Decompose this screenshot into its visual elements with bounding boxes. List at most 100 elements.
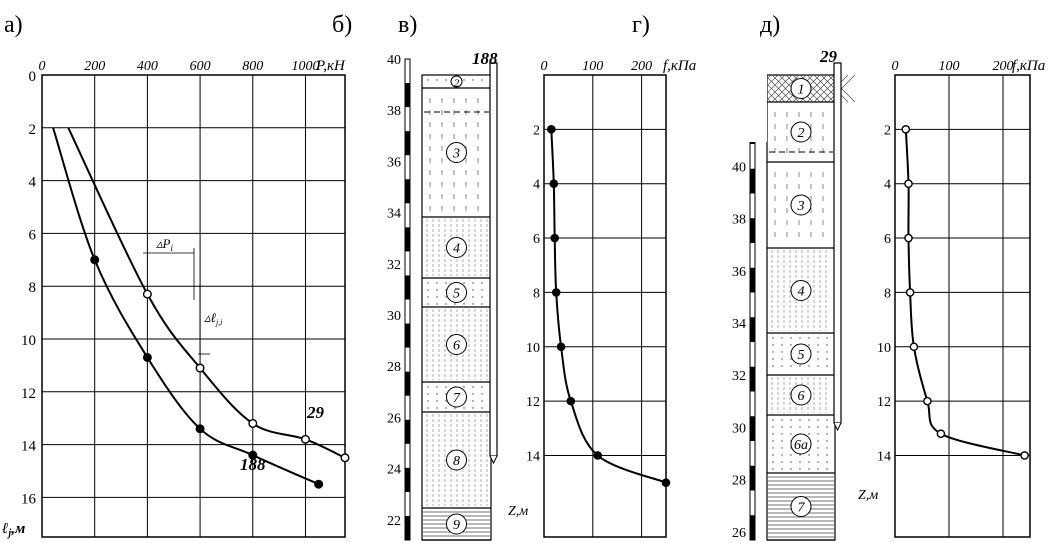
hatch-mark	[436, 79, 438, 81]
layer-number-circle	[446, 142, 467, 163]
hatch-mark	[481, 289, 483, 291]
y-tick-label: 10	[877, 341, 891, 356]
hatch-mark	[472, 79, 474, 81]
elevation-label: 26	[732, 526, 746, 541]
panel-v-frame	[543, 74, 667, 538]
hatch-mark	[427, 393, 429, 395]
hatch-mark	[808, 365, 810, 367]
hatch-mark	[826, 468, 828, 470]
soil-layer: 5	[767, 337, 835, 376]
pile-tip	[833, 422, 842, 432]
hatch-mark	[808, 337, 810, 339]
hatch-mark	[472, 393, 474, 395]
soil-layer: 1	[727, 35, 856, 142]
soil-layer: 2	[422, 75, 491, 90]
soil-layer: 4	[767, 250, 835, 334]
data-point-188	[195, 424, 205, 434]
layer-number: 6	[453, 339, 460, 354]
panel-a-grid	[42, 75, 345, 537]
hatch-mark	[806, 74, 835, 103]
panel-d-label: д)	[760, 12, 780, 38]
x-tick-label: 1000	[291, 59, 319, 74]
hatch-mark	[436, 400, 438, 402]
hatch-mark	[472, 386, 474, 388]
layer-number: 6а	[794, 438, 808, 453]
hatch-mark	[781, 337, 783, 339]
data-point-188	[593, 451, 602, 460]
layer-number: 6	[798, 389, 805, 404]
panel-v-label: в)	[398, 12, 417, 38]
hatch-mark	[472, 282, 474, 284]
hatch-mark	[454, 407, 456, 409]
y-tick-label: 8	[533, 286, 540, 301]
hatch-mark	[790, 461, 792, 463]
panel-b-borehole-number: 188	[472, 49, 498, 68]
y-tick-label: 12	[877, 395, 891, 410]
hatch-mark	[472, 400, 474, 402]
panel-v-y-unit: Z,м	[508, 504, 528, 519]
data-point-188	[551, 288, 561, 297]
scale-bar-segment	[405, 323, 410, 348]
hatch-mark	[436, 393, 438, 395]
hatch-mark	[781, 344, 783, 346]
y-tick-label: 16	[21, 491, 37, 507]
x-tick-label: 0	[39, 59, 46, 74]
x-tick-label: 0	[541, 59, 548, 74]
layer-number: 8	[453, 454, 460, 469]
panel-b-soil-column: 2 3 4 5 6 7 8 9	[421, 62, 498, 541]
panel-v-y-ticks: 2 4 6 8 10 12 14	[526, 123, 540, 464]
layer-number-circle	[446, 237, 467, 258]
panel-d-frame	[894, 74, 1031, 538]
layer-number: 3	[452, 147, 460, 162]
hatch-mark	[436, 386, 438, 388]
panel-d-curve	[901, 125, 1029, 460]
hatch-mark	[454, 303, 456, 305]
x-tick-label: 200	[84, 59, 105, 74]
hatch-mark	[481, 303, 483, 305]
layer-number-circle	[790, 280, 812, 301]
hatch-mark	[436, 289, 438, 291]
scale-bar-segment	[750, 366, 755, 392]
layer-number-circle	[446, 282, 467, 303]
elevation-label: 40	[387, 53, 401, 68]
data-point-29	[1020, 451, 1029, 460]
layer-number-circle	[790, 78, 812, 99]
pile	[833, 62, 842, 424]
hatch-mark	[826, 351, 828, 353]
hatch-mark	[799, 419, 801, 421]
scale-bar-segment	[405, 371, 410, 396]
scale-bar-segment	[750, 465, 755, 491]
x-tick-label: 200	[993, 59, 1014, 74]
soil-layer: 5	[422, 282, 491, 308]
panel-v-x-unit: f,кПа	[663, 58, 696, 74]
hatch-mark	[772, 419, 774, 421]
hatch-mark	[817, 433, 819, 435]
panel-a-curves	[52, 127, 350, 489]
hatch-mark	[808, 461, 810, 463]
elevation-label: 34	[387, 207, 401, 222]
elevation-label: 36	[732, 265, 746, 280]
y-tick-label: 10	[21, 333, 36, 349]
layer-number: 5	[798, 348, 805, 363]
scale-bar-segment	[405, 131, 410, 156]
hatch-mark	[463, 386, 465, 388]
soil-layer: 3	[422, 98, 491, 218]
x-tick-label: 100	[582, 59, 603, 74]
y-unit-letter: ℓ	[2, 521, 8, 537]
hatch-mark	[817, 454, 819, 456]
y-tick-label: 6	[884, 232, 891, 247]
hatch-mark	[772, 461, 774, 463]
panel-b-label: б)	[332, 12, 352, 38]
elevation-label: 36	[387, 155, 401, 170]
hatch-mark	[808, 426, 810, 428]
hatch-mark	[481, 386, 483, 388]
panel-a-y-unit: ℓj,м	[2, 521, 25, 539]
x-tick-label: 400	[137, 59, 158, 74]
pile-tip	[489, 455, 498, 465]
hatch-mark	[427, 282, 429, 284]
elevation-label: 32	[732, 369, 746, 384]
soil-layer: 6	[422, 309, 491, 383]
